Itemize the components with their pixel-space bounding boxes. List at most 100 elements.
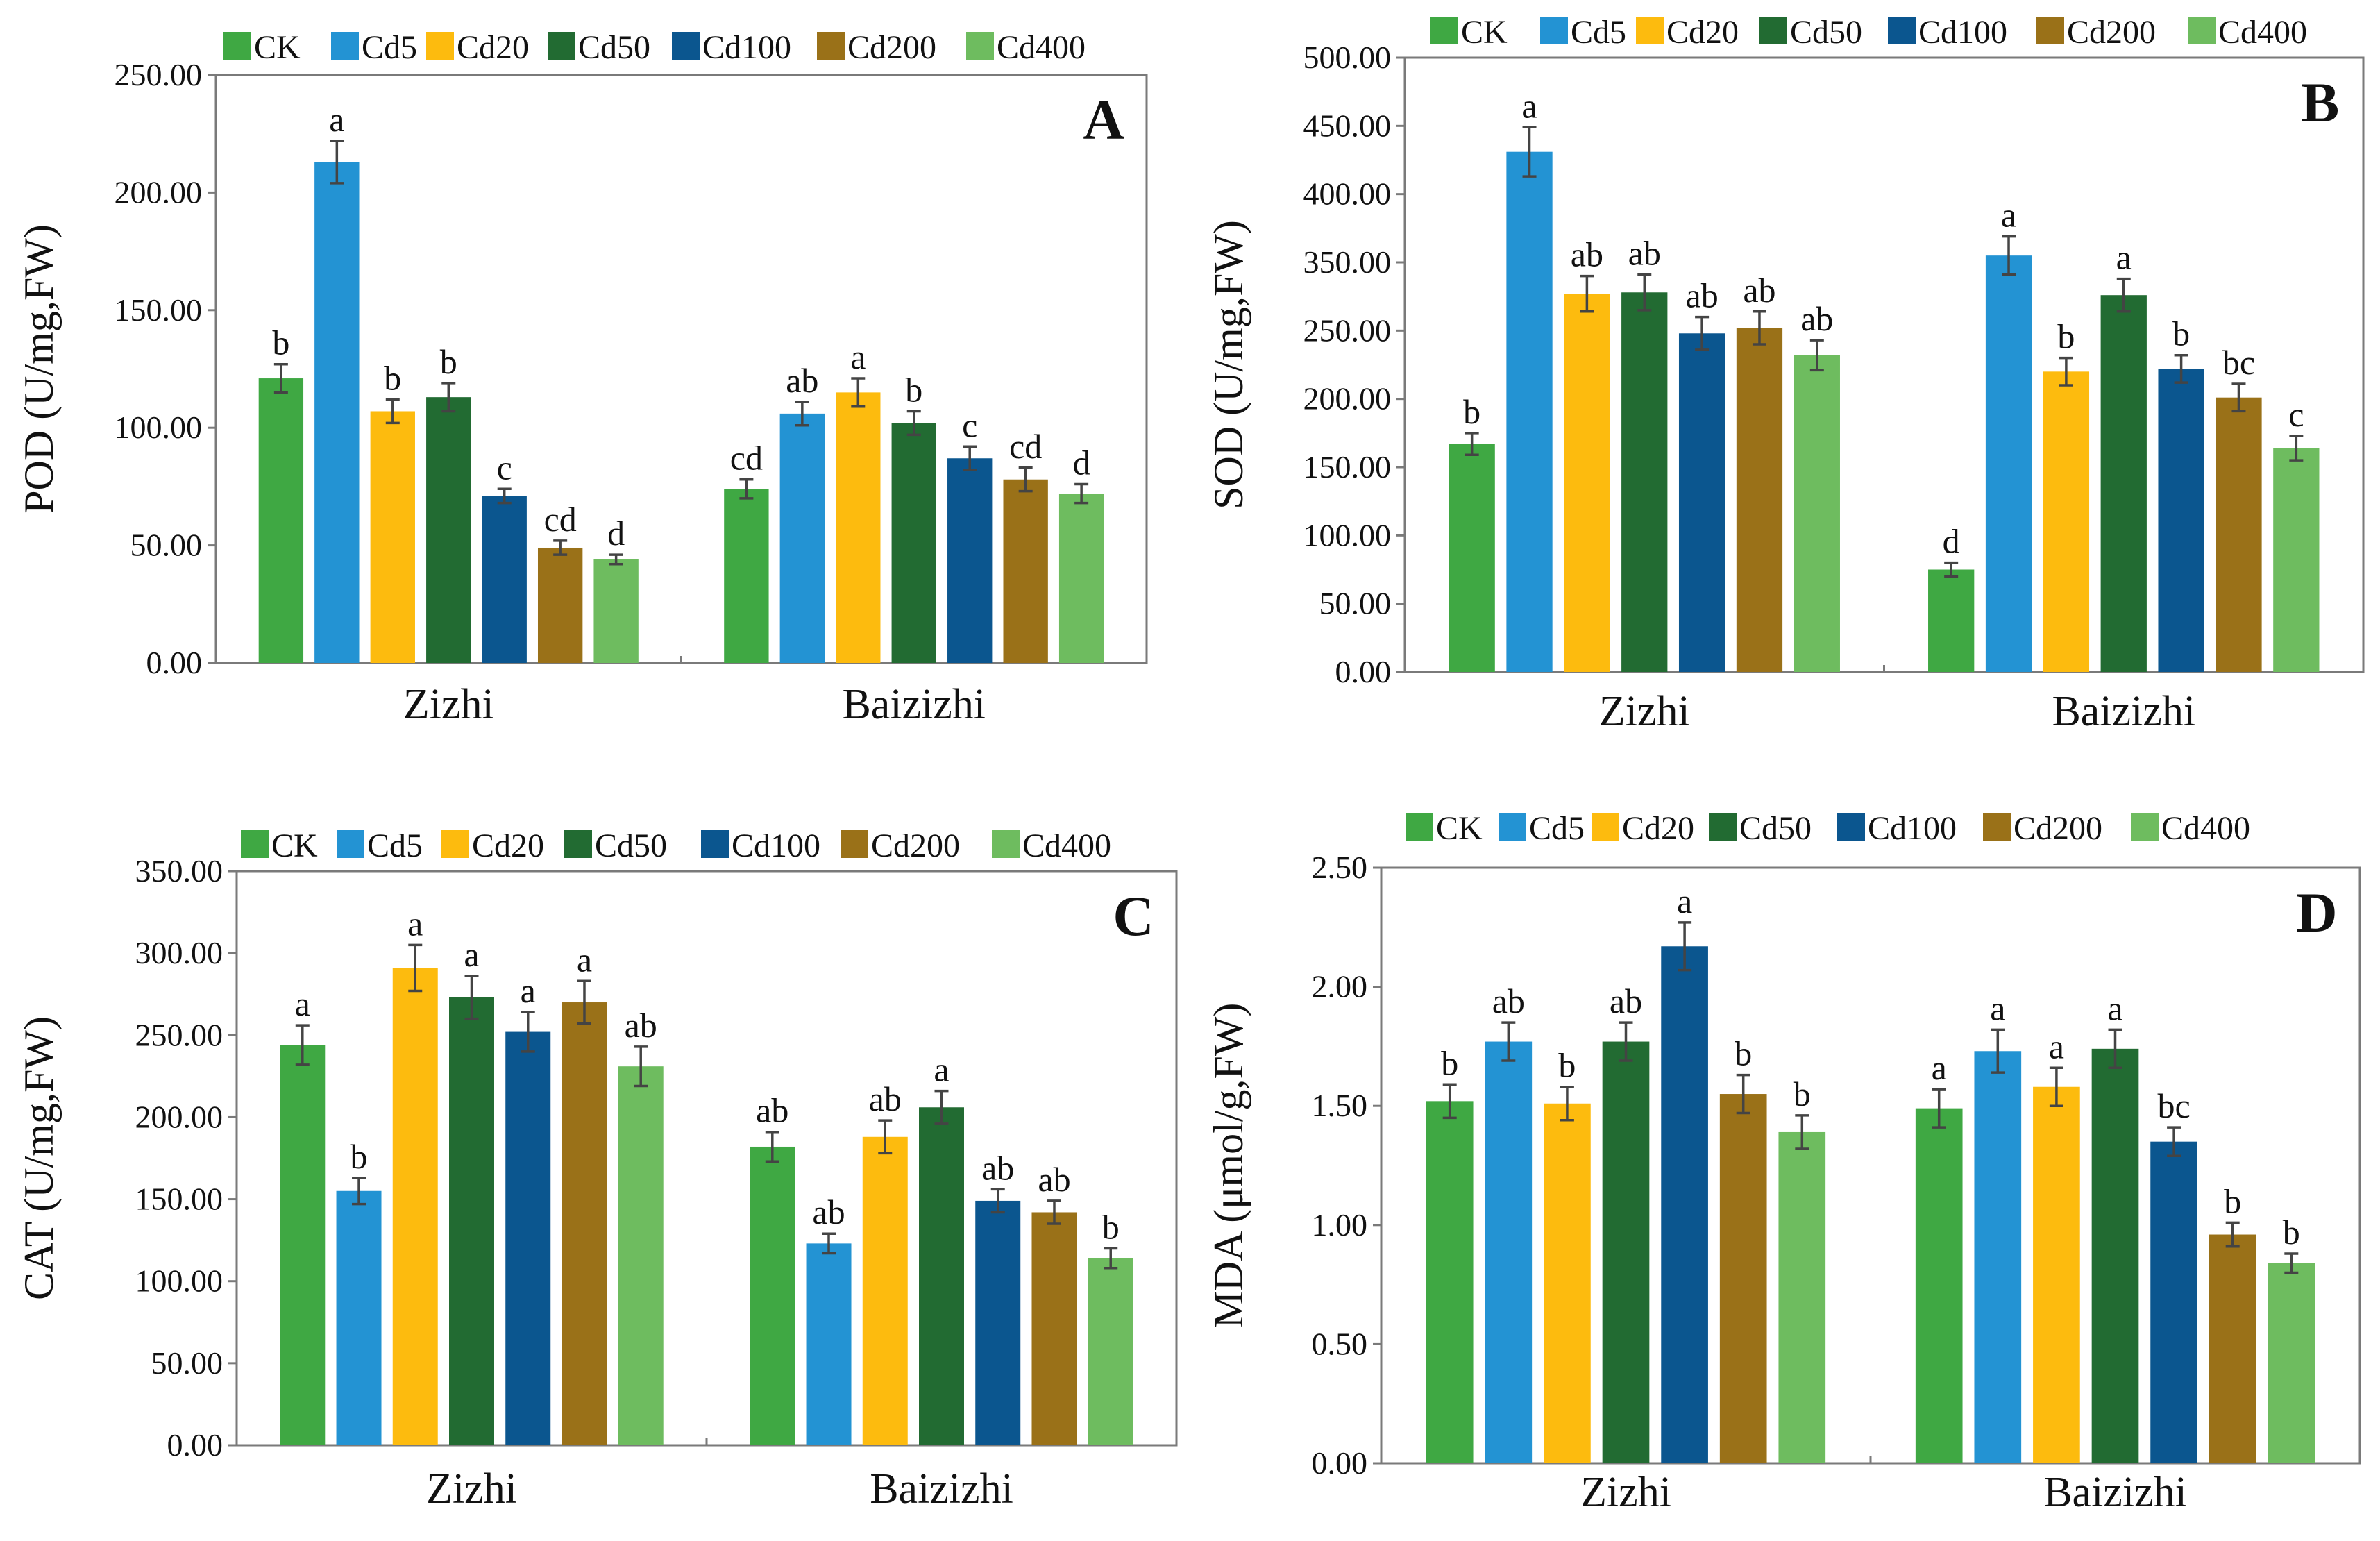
y-tick-label: 0.50 [1312,1326,1368,1361]
legend-label-ck: CK [254,29,301,66]
significance-letter: b [1735,1034,1752,1073]
y-tick-label: 150.00 [135,1181,223,1217]
legend-swatch-cd100 [1888,17,1916,44]
y-tick-label: 2.50 [1312,850,1368,885]
bar-cd100-baizizhi [975,1200,1021,1445]
legend-swatch-cd100 [1837,813,1865,841]
y-tick-label: 250.00 [135,1017,223,1052]
y-tick-label: 200.00 [135,1099,223,1134]
legend-label-cd50: Cd50 [1739,810,1812,847]
legend-swatch-cd5 [1499,813,1526,841]
bar-cd50-baizizhi [2100,295,2147,672]
significance-letter: b [1102,1207,1120,1246]
y-tick-label: 350.00 [1303,244,1392,280]
x-category-label: Baizizhi [2043,1469,2187,1516]
legend-swatch-cd400 [2188,17,2216,44]
legend-swatch-cd400 [2131,813,2159,841]
y-tick-label: 200.00 [115,174,203,210]
bar-cd100-zizhi [1678,333,1725,672]
y-tick-label: 1.50 [1312,1088,1368,1123]
legend-label-cd100: Cd100 [732,827,820,864]
y-tick-label: 1.00 [1312,1207,1368,1243]
significance-letter: b [1463,392,1480,431]
significance-letter: b [905,370,922,409]
bar-cd200-zizhi [562,1002,607,1445]
legend-label-cd200: Cd200 [871,827,960,864]
legend-label-cd50: Cd50 [595,827,667,864]
bar-cd400-zizhi [593,559,639,663]
x-category-label: Zizhi [403,681,494,728]
y-tick-label: 500.00 [1303,40,1392,75]
bar-cd5-zizhi [336,1190,382,1445]
bar-cd200-baizizhi [2216,397,2262,672]
bar-ck-baizizhi [1915,1108,1963,1463]
y-axis-label: SOD (U/mg,FW) [1206,220,1251,510]
y-tick-label: 50.00 [151,1345,223,1381]
significance-letter: ab [1610,982,1642,1020]
legend-label-cd5: Cd5 [1571,14,1626,51]
y-tick-label: 250.00 [115,57,203,92]
legend-label-cd200: Cd200 [847,29,936,66]
panel-b-chart: 0.00 50.00 100.00 150.00 200.00 250.00 350.00 4… [1206,14,2365,735]
significance-letter: ab [756,1091,788,1130]
bar-cd200-baizizhi [1003,479,1048,663]
y-tick-label: 0.00 [1312,1445,1368,1481]
bar-cd5-baizizhi [1974,1051,2022,1463]
x-category-label: Zizhi [1580,1469,1671,1516]
significance-letter: a [329,100,344,139]
significance-letter: b [351,1137,368,1176]
significance-letter: b [272,323,289,362]
significance-letter: a [1990,988,2005,1027]
x-category-label: Zizhi [1599,688,1690,735]
y-tick-label: 100.00 [115,410,203,445]
legend-swatch-cd20 [426,32,454,60]
significance-letter: a [295,984,310,1023]
bar-cd200-baizizhi [2209,1234,2256,1463]
y-tick-label: 400.00 [1303,176,1392,212]
legend-swatch-cd100 [701,830,729,858]
significance-letter: a [2107,988,2122,1027]
significance-letter: b [2283,1213,2300,1252]
significance-letter: ab [869,1079,902,1118]
bar-ck-zizhi [1449,444,1495,672]
legend-label-cd20: Cd20 [472,827,544,864]
bar-cd20-baizizhi [836,392,881,663]
bar-cd200-zizhi [1736,328,1783,672]
legend-swatch-cd200 [817,32,845,60]
bar-cd400-baizizhi [2273,448,2320,672]
significance-letter: ab [1571,235,1603,274]
x-category-label: Baizizhi [842,681,986,728]
x-category-label: Baizizhi [870,1465,1013,1513]
bar-cd100-baizizhi [2158,369,2204,672]
significance-letter: cd [730,439,763,478]
legend-label-cd5: Cd5 [367,827,423,864]
y-tick-label: 2.00 [1312,969,1368,1004]
significance-letter: a [2001,196,2016,235]
legend-label-ck: CK [1436,810,1483,847]
bar-ck-zizhi [1426,1101,1474,1463]
significance-letter: c [497,448,512,487]
legend-label-cd400: Cd400 [997,29,1086,66]
bar-cd400-baizizhi [2268,1263,2315,1463]
significance-letter: cd [544,500,577,539]
y-axis-label: CAT (U/mg,FW) [16,1016,62,1300]
legend-label-cd100: Cd100 [1868,810,1957,847]
significance-letter: ab [1492,982,1525,1020]
legend-label-cd200: Cd200 [2067,14,2156,51]
legend-swatch-cd5 [1540,17,1568,44]
bar-ck-baizizhi [750,1146,795,1445]
y-tick-label: 0.00 [167,1427,223,1463]
y-tick-label: 350.00 [135,853,223,889]
bar-cd400-zizhi [1778,1131,1826,1463]
bar-ck-zizhi [258,378,304,663]
significance-letter: a [521,971,536,1010]
y-tick-label: 150.00 [1303,449,1392,485]
significance-letter: d [1073,444,1090,482]
significance-letter: a [464,935,479,974]
panel-letter: C [1113,884,1154,948]
y-tick-label: 100.00 [1303,517,1392,553]
legend-swatch-cd50 [1759,17,1787,44]
legend-swatch-cd50 [1709,813,1737,841]
bar-cd50-zizhi [1621,292,1668,672]
bar-cd20-zizhi [370,411,415,663]
